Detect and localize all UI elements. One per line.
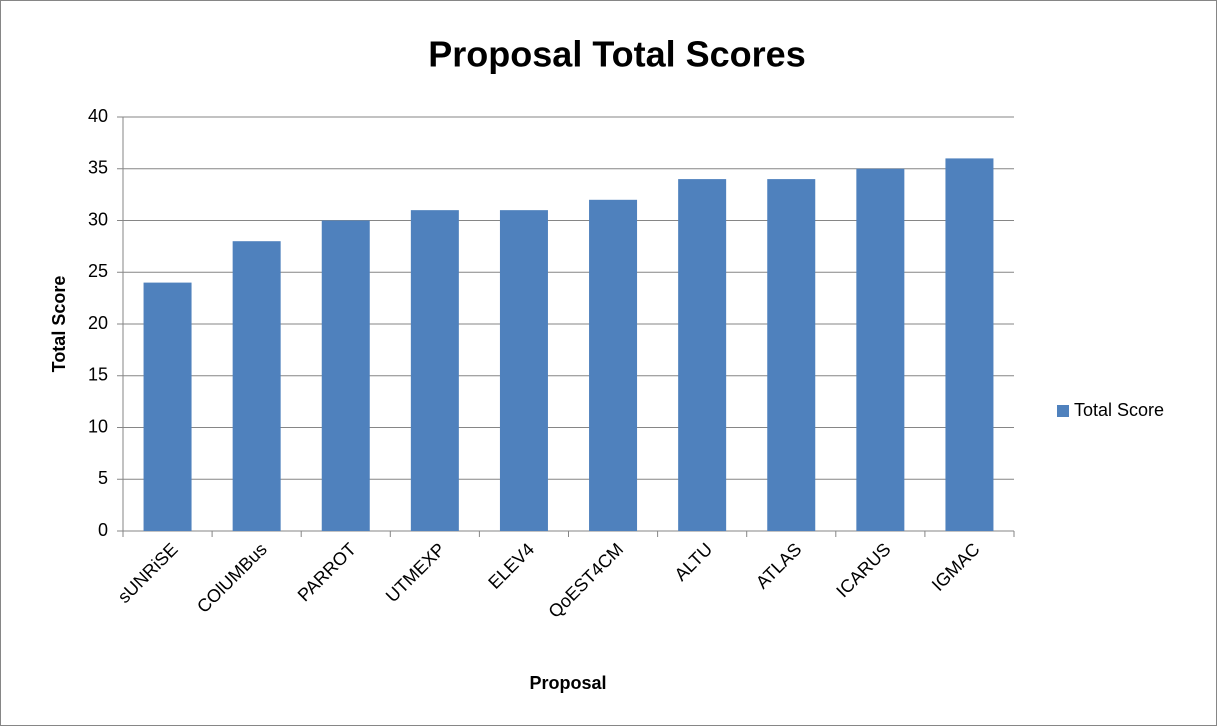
y-tick-label: 10 xyxy=(88,416,108,436)
bar xyxy=(410,210,459,531)
chart-title: Proposal Total Scores xyxy=(428,34,805,75)
bar xyxy=(767,179,816,531)
bar xyxy=(321,220,370,531)
bar xyxy=(589,199,638,532)
y-tick-label: 15 xyxy=(88,365,108,385)
y-tick-label: 35 xyxy=(88,158,108,178)
y-tick-label: 25 xyxy=(88,261,108,281)
legend-swatch xyxy=(1057,405,1069,417)
bar xyxy=(945,158,994,531)
legend-label: Total Score xyxy=(1074,400,1164,420)
y-axis-label: Total Score xyxy=(49,276,69,373)
bar xyxy=(143,282,192,531)
y-tick-label: 40 xyxy=(88,106,108,126)
y-tick-label: 5 xyxy=(98,468,108,488)
bar xyxy=(232,241,281,531)
x-axis-label: Proposal xyxy=(529,673,606,693)
y-tick-label: 20 xyxy=(88,313,108,333)
bar xyxy=(856,168,905,531)
y-tick-label: 0 xyxy=(98,520,108,540)
bar xyxy=(678,179,727,531)
bar xyxy=(499,210,548,531)
y-tick-label: 30 xyxy=(88,209,108,229)
